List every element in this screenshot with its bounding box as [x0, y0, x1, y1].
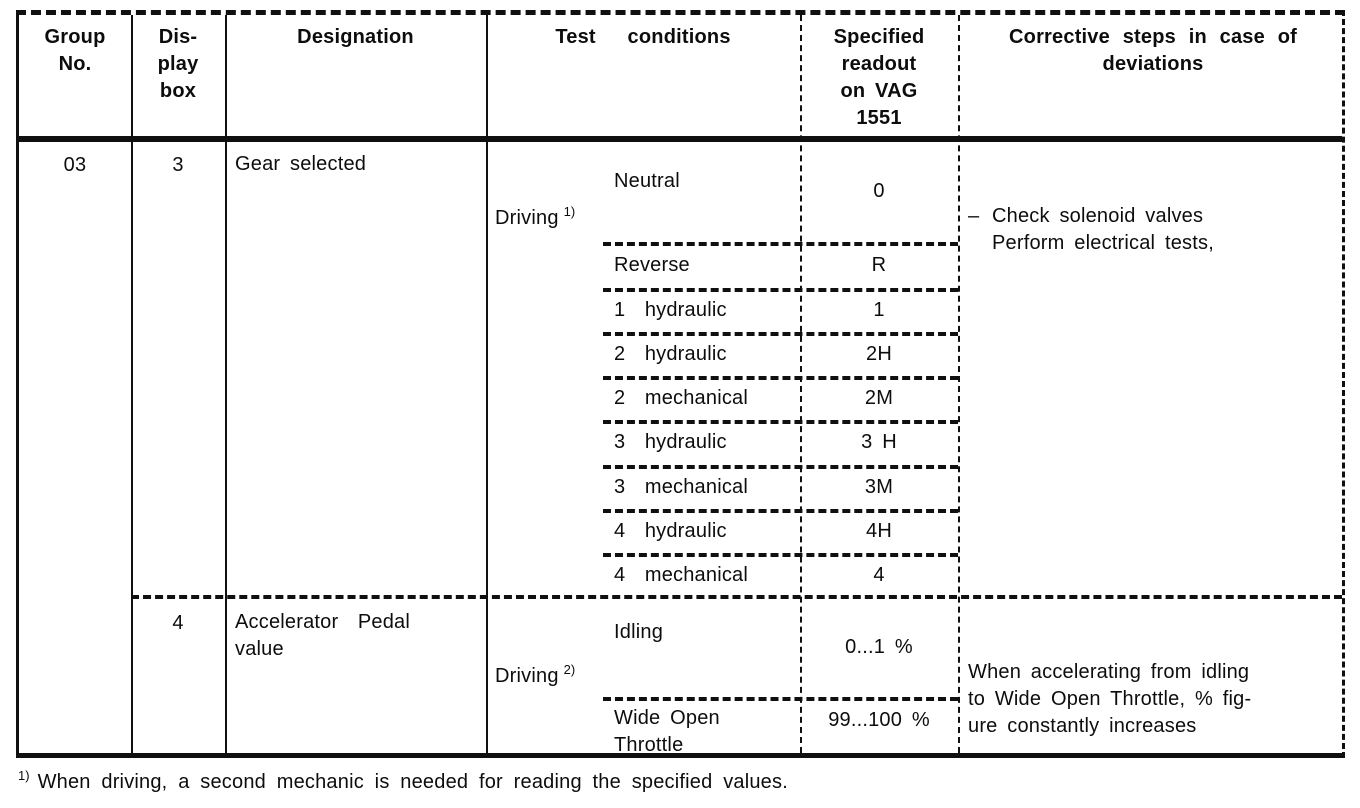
sub-condition-neutral: Neutral — [614, 170, 680, 192]
sub-condition-3-mechanical: 3 mechanical — [614, 475, 748, 498]
test-condition-driving-1: Driving 1) — [486, 140, 603, 260]
corrective-steps-accelerator: When accelerating from idling to Wide Op… — [958, 597, 1348, 808]
sub-condition-1-hydraulic: 1 hydraulic — [614, 298, 727, 321]
subrow-separator-idling — [603, 697, 958, 701]
display-box-4-value: 4 — [172, 612, 184, 634]
sub-condition-2-mechanical: 2 mechanical — [614, 386, 748, 409]
readout-2-hydraulic: 2H — [866, 342, 892, 365]
corrective-item: – Check solenoid valves Perform electric… — [968, 203, 1342, 257]
readout-neutral: 0 — [873, 179, 885, 202]
group-no-value: 03 — [63, 154, 87, 176]
subrow-separator-4hydraulic — [603, 553, 958, 557]
sub-condition-reverse: Reverse — [614, 253, 690, 276]
sub-condition-2-hydraulic: 2 hydraulic — [614, 342, 727, 365]
test-condition-driving-2: Driving 2) — [486, 597, 603, 718]
readout-wide-open-throttle: 99...100 % — [828, 709, 930, 731]
diagnostic-readout-table: Group No. Dis- play box Designation Test… — [16, 10, 1345, 758]
col-header-corrective-steps: Corrective steps in case of deviations — [1009, 26, 1297, 75]
header-separator-line — [19, 136, 1342, 142]
sub-condition-4-hydraulic: 4 hydraulic — [614, 519, 727, 542]
dash-bullet: – — [968, 205, 980, 227]
footnote-1: 1) When driving, a second mechanic is nee… — [18, 768, 1348, 797]
designation-gear-selected: Gear selected — [235, 153, 367, 175]
corrective-steps-gear: – Check solenoid valves Perform electric… — [958, 140, 1348, 311]
col-header-display-box: Dis- play box — [157, 26, 199, 102]
divider-designation-testconditions — [486, 15, 488, 753]
driving-label: Driving — [495, 207, 559, 229]
subrow-separator-1hydraulic — [603, 332, 958, 336]
divider-groupno-displaybox — [131, 15, 133, 753]
readout-4-hydraulic: 4H — [866, 519, 892, 542]
subrow-separator-neutral — [603, 242, 958, 246]
sub-condition-3-hydraulic: 3 hydraulic — [614, 431, 727, 453]
col-header-test-conditions: Test conditions — [555, 26, 731, 48]
driving-label: Driving — [495, 665, 559, 687]
divider-displaybox-designation — [225, 15, 227, 753]
readout-3-mechanical: 3M — [864, 475, 894, 498]
divider-testconditions-readout — [800, 15, 802, 753]
readout-1-hydraulic: 1 — [873, 298, 885, 321]
footnote-ref-1: 1) — [563, 204, 576, 219]
subrow-separator-3mechanical — [603, 509, 958, 513]
divider-readout-corrective — [958, 15, 960, 753]
row-separator-main — [131, 595, 1342, 599]
readout-2-mechanical: 2M — [864, 386, 894, 409]
footnote-ref-2: 2) — [563, 662, 576, 677]
subrow-separator-2hydraulic — [603, 376, 958, 380]
footnote-marker: 1) — [18, 768, 30, 783]
sub-condition-wide-open-throttle: Wide Open Throttle — [614, 707, 720, 756]
col-header-specified-readout: Specified readout on VAG 1551 — [833, 26, 925, 129]
footnote-text: When driving, a second mechanic is neede… — [37, 771, 788, 793]
col-header-designation: Designation — [297, 26, 414, 48]
corrective-text: Check solenoid valves Perform electrical… — [992, 205, 1214, 254]
designation-accelerator-pedal: Accelerator Pedal value — [235, 611, 411, 660]
readout-idling: 0...1 % — [845, 635, 913, 658]
subrow-separator-reverse — [603, 288, 958, 292]
subrow-separator-2mechanical — [603, 420, 958, 424]
col-header-group-no: Group No. — [44, 26, 106, 75]
display-box-3-value: 3 — [172, 154, 184, 176]
sub-condition-4-mechanical: 4 mechanical — [614, 563, 748, 586]
readout-3-hydraulic: 3 H — [861, 431, 897, 453]
readout-4-mechanical: 4 — [873, 563, 885, 586]
subrow-separator-3hydraulic — [603, 465, 958, 469]
readout-reverse: R — [871, 253, 887, 276]
sub-condition-idling: Idling — [614, 621, 664, 643]
corrective-paragraph: When accelerating from idling to Wide Op… — [968, 661, 1252, 737]
